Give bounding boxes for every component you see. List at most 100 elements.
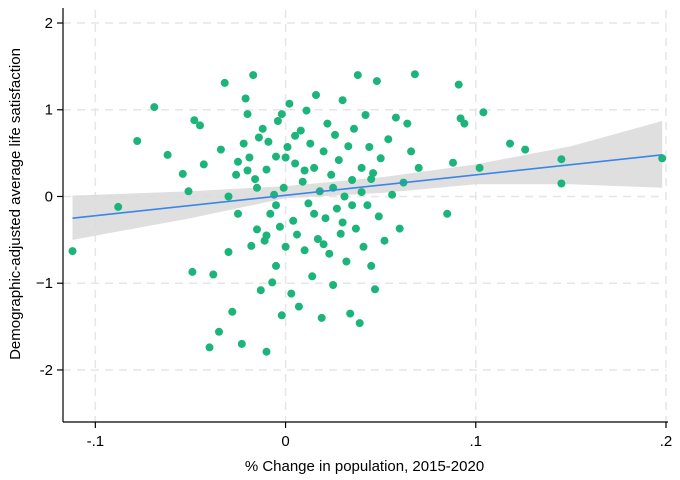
data-point-59 (306, 139, 315, 148)
data-point-14 (216, 145, 225, 154)
data-point-69 (325, 249, 334, 258)
data-point-20 (237, 339, 246, 348)
data-point-2 (150, 103, 159, 112)
data-point-61 (310, 163, 319, 172)
data-point-3 (133, 137, 142, 145)
data-point-82 (350, 124, 358, 133)
data-point-53 (294, 302, 303, 311)
x-tick-label-2: .1 (470, 433, 483, 450)
data-point-35 (264, 137, 273, 146)
data-point-73 (332, 204, 341, 213)
data-point-25 (247, 241, 256, 250)
data-point-83 (351, 224, 360, 233)
data-point-56 (300, 246, 309, 255)
data-point-40 (272, 261, 280, 270)
data-point-65 (317, 313, 326, 322)
data-point-71 (329, 281, 338, 289)
fit-line (72, 154, 663, 219)
data-point-97 (380, 236, 389, 245)
data-point-68 (323, 119, 332, 128)
data-point-41 (273, 117, 282, 125)
data-point-121 (272, 201, 280, 210)
data-point-92 (369, 169, 378, 178)
data-point-13 (215, 327, 223, 336)
data-point-50 (289, 216, 298, 225)
data-point-57 (302, 106, 311, 115)
data-point-16 (224, 248, 233, 256)
data-point-19 (234, 209, 242, 218)
y-axis-ticks: -2 −1 0 1 2 (36, 15, 63, 379)
data-point-85 (355, 319, 364, 328)
data-point-117 (557, 179, 566, 188)
data-point-4 (163, 150, 172, 159)
data-point-26 (249, 71, 258, 80)
data-point-106 (414, 163, 423, 172)
data-point-21 (239, 139, 248, 148)
data-point-79 (344, 142, 353, 151)
y-tick-label-4: 2 (45, 15, 53, 32)
x-tick-label-3: .2 (660, 433, 673, 450)
data-point-37 (268, 278, 277, 287)
data-point-12 (209, 270, 218, 279)
data-point-17 (228, 307, 237, 316)
data-point-130 (319, 240, 328, 249)
data-point-91 (367, 261, 376, 270)
data-point-77 (340, 192, 349, 201)
data-point-103 (403, 119, 412, 128)
data-point-42 (275, 222, 284, 231)
x-tick-label-0: -.1 (87, 433, 105, 450)
data-point-62 (312, 91, 320, 99)
data-point-36 (266, 209, 275, 218)
data-point-10 (199, 160, 208, 169)
confidence-band (72, 121, 663, 240)
y-tick-label-1: −1 (36, 275, 53, 292)
data-point-84 (353, 71, 362, 80)
data-point-29 (254, 133, 263, 142)
data-point-133 (262, 231, 271, 240)
data-point-54 (296, 126, 305, 135)
data-point-112 (475, 163, 484, 172)
data-point-126 (367, 175, 376, 184)
data-point-125 (348, 201, 357, 210)
data-point-52 (293, 230, 301, 239)
data-point-66 (319, 147, 328, 156)
data-points (68, 70, 667, 356)
data-point-80 (346, 309, 355, 318)
data-point-88 (361, 111, 370, 119)
data-point-33 (262, 165, 271, 174)
data-point-31 (258, 124, 267, 133)
data-point-101 (395, 224, 404, 233)
data-point-122 (291, 131, 300, 140)
data-point-39 (272, 152, 280, 161)
data-point-5 (178, 169, 187, 178)
data-point-113 (479, 108, 488, 117)
data-point-72 (331, 130, 339, 139)
data-point-99 (388, 190, 397, 199)
data-point-28 (253, 225, 261, 234)
data-point-11 (205, 343, 214, 352)
y-tick-label-0: -2 (40, 362, 53, 379)
x-axis-label: % Change in population, 2015-2020 (245, 458, 484, 475)
data-point-49 (287, 289, 296, 298)
data-point-63 (313, 235, 322, 243)
data-point-60 (308, 272, 317, 281)
data-point-30 (256, 286, 265, 295)
data-point-43 (277, 110, 286, 119)
data-point-48 (285, 99, 294, 108)
data-point-105 (410, 70, 419, 79)
data-point-24 (245, 153, 254, 162)
data-point-45 (279, 183, 288, 192)
data-point-109 (454, 80, 463, 89)
data-point-98 (384, 135, 393, 144)
x-axis-ticks: -.1 0 .1 .2 (87, 422, 673, 450)
data-point-134 (281, 153, 290, 162)
data-point-100 (391, 113, 400, 122)
data-point-18 (232, 170, 241, 179)
data-point-123 (310, 209, 319, 218)
data-point-116 (557, 155, 566, 164)
x-tick-label-1: 0 (281, 433, 289, 450)
data-point-114 (506, 139, 514, 148)
data-point-6 (184, 187, 193, 196)
data-point-94 (372, 77, 381, 86)
